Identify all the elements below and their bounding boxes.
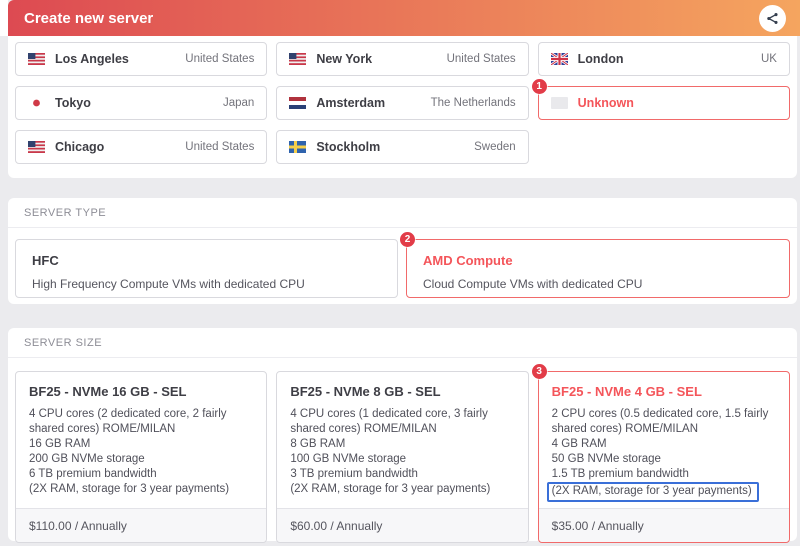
- flag-us-icon: [28, 141, 45, 153]
- server-size-price: $35.00 / Annually: [538, 508, 789, 542]
- spec-promo: (2X RAM, storage for 3 year payments): [29, 483, 230, 495]
- location-country: UK: [761, 53, 777, 65]
- annotation-mark-2: 2: [400, 232, 415, 247]
- annotation-mark-1: 1: [531, 79, 547, 94]
- spec-cpu: 2 CPU cores (0.5 dedicated core, 1.5 fai…: [551, 408, 769, 435]
- spec-cpu: 4 CPU cores (2 dedicated core, 2 fairly …: [29, 408, 227, 435]
- server-size-card-16gb[interactable]: BF25 - NVMe 16 GB - SEL 4 CPU cores (2 d…: [15, 371, 268, 543]
- flag-netherlands-icon: [289, 97, 307, 109]
- flag-unknown-icon: [550, 97, 568, 109]
- server-size-specs: 4 CPU cores (2 dedicated core, 2 fairly …: [29, 407, 253, 497]
- server-size-body: BF25 - NVMe 4 GB - SEL 2 CPU cores (0.5 …: [539, 372, 789, 508]
- location-card-chicago[interactable]: Chicago United States: [15, 130, 268, 164]
- server-type-card-amd-compute[interactable]: 2 AMD Compute Cloud Compute VMs with ded…: [400, 232, 790, 298]
- server-size-name: BF25 - NVMe 8 GB - SEL: [290, 384, 441, 399]
- server-size-body: BF25 - NVMe 16 GB - SEL 4 CPU cores (2 d…: [16, 372, 266, 508]
- page-title: Create new server: [24, 9, 154, 27]
- server-type-section-label: SERVER TYPE: [8, 198, 797, 228]
- location-country: Sweden: [474, 141, 516, 153]
- location-card-london[interactable]: London UK: [537, 42, 790, 76]
- spec-ram: 8 GB RAM: [290, 438, 346, 450]
- flag-uk-icon: [550, 53, 568, 65]
- flag-us-icon: [28, 53, 45, 65]
- spec-storage: 200 GB NVMe storage: [29, 453, 145, 465]
- flag-sweden-icon: [289, 141, 307, 153]
- flag-japan-icon: [28, 97, 45, 109]
- server-size-name: BF25 - NVMe 4 GB - SEL: [551, 384, 702, 399]
- location-country: United States: [446, 53, 516, 65]
- location-city: London: [577, 52, 624, 66]
- spec-promo: (2X RAM, storage for 3 year payments): [290, 483, 491, 495]
- location-country: United States: [185, 53, 255, 65]
- location-city: Unknown: [577, 96, 634, 110]
- flag-us-icon: [289, 53, 307, 65]
- locations-grid: Los Angeles United States New York Unite…: [8, 36, 797, 170]
- server-size-price: $60.00 / Annually: [277, 508, 528, 542]
- server-size-card-4gb[interactable]: 3 BF25 - NVMe 4 GB - SEL 2 CPU cores (0.…: [531, 364, 790, 543]
- location-country: The Netherlands: [430, 97, 516, 109]
- server-size-panel: SERVER SIZE BF25 - NVMe 16 GB - SEL 4 CP…: [8, 328, 797, 543]
- server-type-card-hfc[interactable]: HFC High Frequency Compute VMs with dedi…: [15, 239, 398, 298]
- server-type-name: AMD Compute: [423, 253, 513, 268]
- spec-bandwidth: 6 TB premium bandwidth: [29, 468, 157, 480]
- server-size-specs: 2 CPU cores (0.5 dedicated core, 1.5 fai…: [546, 407, 776, 502]
- location-card-new-york[interactable]: New York United States: [276, 42, 529, 76]
- spec-bandwidth: 3 TB premium bandwidth: [290, 468, 418, 480]
- spec-ram: 16 GB RAM: [29, 438, 91, 450]
- location-card-unknown[interactable]: 1 Unknown: [531, 79, 790, 120]
- server-size-section-label: SERVER SIZE: [8, 328, 797, 358]
- location-city: Los Angeles: [55, 52, 129, 66]
- server-type-panel: SERVER TYPE HFC High Frequency Compute V…: [8, 198, 797, 304]
- location-card-tokyo[interactable]: Tokyo Japan: [15, 86, 268, 120]
- server-size-card-8gb[interactable]: BF25 - NVMe 8 GB - SEL 4 CPU cores (1 de…: [276, 371, 529, 543]
- location-country: United States: [185, 141, 255, 153]
- spec-ram: 4 GB RAM: [551, 438, 607, 450]
- server-type-description: High Frequency Compute VMs with dedicate…: [32, 277, 305, 291]
- server-type-row: HFC High Frequency Compute VMs with dedi…: [8, 228, 797, 309]
- spec-promo: (2X RAM, storage for 3 year payments): [546, 482, 759, 502]
- server-size-body: BF25 - NVMe 8 GB - SEL 4 CPU cores (1 de…: [277, 372, 527, 508]
- spec-cpu: 4 CPU cores (1 dedicated core, 3 fairly …: [290, 408, 488, 435]
- location-city: Stockholm: [316, 140, 381, 154]
- location-country: Japan: [222, 97, 255, 109]
- location-card-stockholm[interactable]: Stockholm Sweden: [276, 130, 529, 164]
- spec-bandwidth: 1.5 TB premium bandwidth: [551, 468, 689, 480]
- spec-promo-highlight-box: (2X RAM, storage for 3 year payments): [546, 482, 776, 502]
- location-card-los-angeles[interactable]: Los Angeles United States: [15, 42, 268, 76]
- header-bar: Create new server: [8, 0, 800, 36]
- header-left-margin: [0, 0, 8, 36]
- location-city: New York: [316, 52, 373, 66]
- location-city: Tokyo: [55, 96, 91, 110]
- annotation-mark-3: 3: [531, 364, 547, 379]
- spec-storage: 50 GB NVMe storage: [551, 453, 661, 465]
- server-type-description: Cloud Compute VMs with dedicated CPU: [423, 277, 643, 291]
- location-city: Chicago: [55, 140, 105, 154]
- share-button[interactable]: [759, 4, 786, 32]
- spec-storage: 100 GB NVMe storage: [290, 453, 407, 465]
- server-size-specs: 4 CPU cores (1 dedicated core, 3 fairly …: [290, 407, 514, 497]
- server-size-price: $110.00 / Annually: [16, 508, 267, 542]
- locations-panel: Los Angeles United States New York Unite…: [8, 36, 797, 178]
- server-type-name: HFC: [32, 253, 59, 268]
- server-size-name: BF25 - NVMe 16 GB - SEL: [29, 384, 187, 399]
- share-icon: [767, 12, 778, 24]
- server-size-row: BF25 - NVMe 16 GB - SEL 4 CPU cores (2 d…: [8, 358, 797, 543]
- location-card-amsterdam[interactable]: Amsterdam The Netherlands: [276, 86, 529, 120]
- location-city: Amsterdam: [316, 96, 386, 110]
